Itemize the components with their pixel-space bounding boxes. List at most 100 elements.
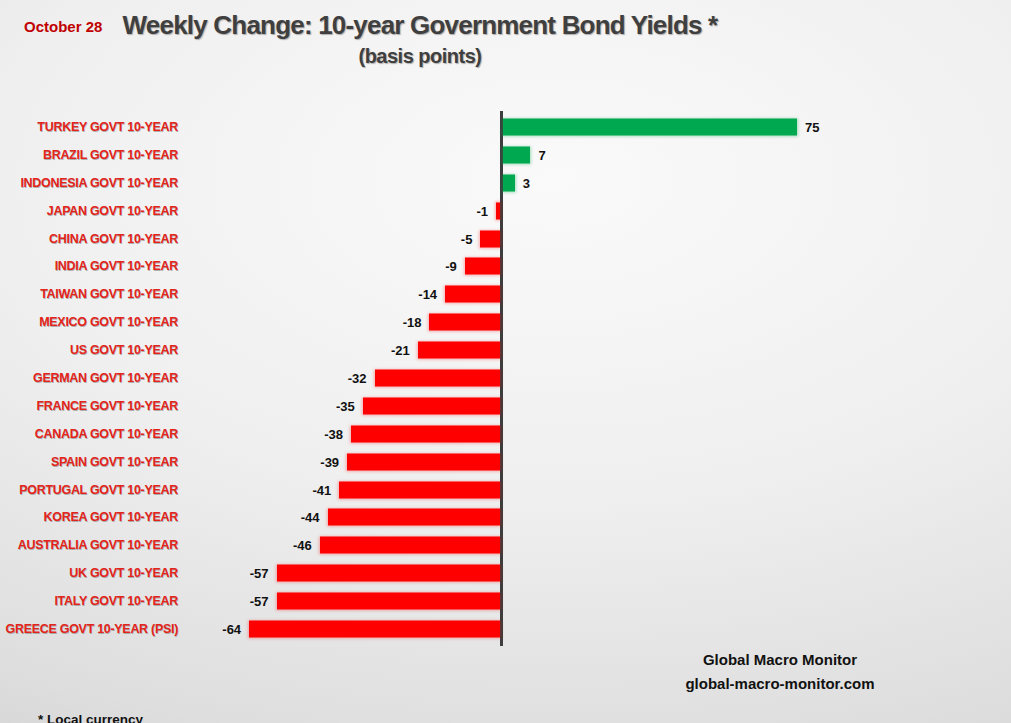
bar-area: 75 — [186, 113, 1011, 141]
negative-bar — [249, 620, 500, 637]
chart-row: GERMAN GOVT 10-YEAR -32 — [0, 364, 1011, 392]
value-label: -38 — [324, 426, 343, 441]
negative-bar — [320, 537, 500, 554]
negative-bar — [480, 230, 500, 247]
negative-bar — [496, 202, 500, 219]
chart-row: TAIWAN GOVT 10-YEAR-14 — [0, 280, 1011, 308]
bar-area: -5 — [186, 225, 1011, 253]
category-label: AUSTRALIA GOVT 10-YEAR — [0, 538, 186, 552]
category-label: INDONESIA GOVT 10-YEAR — [0, 176, 186, 190]
bar-area: -18 — [186, 308, 1011, 336]
chart-row: CHINA GOVT 10-YEAR -5 — [0, 225, 1011, 253]
value-label: -14 — [418, 287, 437, 302]
brand-url: global-macro-monitor.com — [600, 672, 960, 696]
value-label: -41 — [312, 482, 331, 497]
chart-row: KOREA GOVT 10-YEAR -44 — [0, 503, 1011, 531]
footnote-local-currency: * Local currency — [38, 708, 303, 723]
chart-row: PORTUGAL GOVT 10-YEAR -41 — [0, 476, 1011, 504]
negative-bar — [347, 453, 500, 470]
value-label: 7 — [538, 147, 545, 162]
bar-area: -14 — [186, 280, 1011, 308]
value-label: 75 — [805, 119, 819, 134]
chart-row: JAPAN GOVT 10-YEAR -1 — [0, 197, 1011, 225]
negative-bar — [465, 258, 500, 275]
category-label: FRANCE GOVT 10-YEAR — [0, 399, 186, 413]
chart-row: MEXICO GOVT 10-YEAR -18 — [0, 308, 1011, 336]
negative-bar — [351, 425, 500, 442]
chart-title: Weekly Change: 10-year Government Bond Y… — [0, 10, 840, 41]
category-label: MEXICO GOVT 10-YEAR — [0, 315, 186, 329]
category-label: ITALY GOVT 10-YEAR — [0, 594, 186, 608]
category-label: CANADA GOVT 10-YEAR — [0, 427, 186, 441]
bar-area: -57 — [186, 559, 1011, 587]
bar-area: -64 — [186, 615, 1011, 643]
chart-row: INDIA GOVT 10-YEAR -9 — [0, 252, 1011, 280]
bar-area: -21 — [186, 336, 1011, 364]
value-label: -9 — [445, 259, 457, 274]
positive-bar — [503, 174, 515, 191]
category-label: KOREA GOVT 10-YEAR — [0, 510, 186, 524]
bar-area: -9 — [186, 252, 1011, 280]
bar-area: -39 — [186, 448, 1011, 476]
bar-area: -32 — [186, 364, 1011, 392]
value-label: -1 — [477, 203, 489, 218]
category-label: JAPAN GOVT 10-YEAR — [0, 204, 186, 218]
slide-background: October 28 Weekly Change: 10-year Govern… — [0, 0, 1011, 723]
chart-row: ITALY GOVT 10-YEAR -57 — [0, 587, 1011, 615]
value-label: -39 — [320, 454, 339, 469]
bar-area: -35 — [186, 392, 1011, 420]
branding-block: Global Macro Monitor global-macro-monito… — [600, 648, 960, 696]
category-label: TURKEY GOVT 10-YEAR — [0, 120, 186, 134]
bar-area: -57 — [186, 587, 1011, 615]
negative-bar — [429, 314, 500, 331]
footnotes: * Local currency Data Source: Yahoo Fina… — [38, 660, 303, 723]
title-block: Weekly Change: 10-year Government Bond Y… — [0, 10, 840, 68]
bar-area: 3 — [186, 169, 1011, 197]
chart-row: UK GOVT 10-YEAR -57 — [0, 559, 1011, 587]
chart-row: TURKEY GOVT 10-YEAR 75 — [0, 113, 1011, 141]
value-label: -64 — [222, 621, 241, 636]
chart-row: FRANCE GOVT 10-YEAR -35 — [0, 392, 1011, 420]
negative-bar — [339, 481, 500, 498]
category-label: INDIA GOVT 10-YEAR — [0, 259, 186, 273]
category-label: SPAIN GOVT 10-YEAR — [0, 455, 186, 469]
value-label: 3 — [523, 175, 530, 190]
value-label: -57 — [250, 594, 269, 609]
chart-row: CANADA GOVT 10-YEAR -38 — [0, 420, 1011, 448]
chart-row: GREECE GOVT 10-YEAR (PSI)-64 — [0, 615, 1011, 643]
positive-bar — [503, 118, 797, 135]
negative-bar — [277, 593, 500, 610]
category-label: PORTUGAL GOVT 10-YEAR — [0, 483, 186, 497]
value-label: -5 — [461, 231, 473, 246]
category-label: US GOVT 10-YEAR — [0, 343, 186, 357]
chart-subtitle: (basis points) — [0, 45, 840, 68]
negative-bar — [363, 397, 500, 414]
chart-row: SPAIN GOVT 10-YEAR -39 — [0, 448, 1011, 476]
value-label: -35 — [336, 398, 355, 413]
category-label: BRAZIL GOVT 10-YEAR — [0, 148, 186, 162]
bar-area: -44 — [186, 503, 1011, 531]
value-label: -32 — [348, 370, 367, 385]
category-label: UK GOVT 10-YEAR — [0, 566, 186, 580]
negative-bar — [375, 369, 500, 386]
value-label: -18 — [403, 315, 422, 330]
brand-name: Global Macro Monitor — [600, 648, 960, 672]
bar-area: -38 — [186, 420, 1011, 448]
chart-row: INDONESIA GOVT 10-YEAR 3 — [0, 169, 1011, 197]
negative-bar — [418, 342, 500, 359]
negative-bar — [277, 565, 500, 582]
bar-area: -41 — [186, 476, 1011, 504]
value-label: -46 — [293, 538, 312, 553]
category-label: CHINA GOVT 10-YEAR — [0, 232, 186, 246]
chart-row: AUSTRALIA GOVT 10-YEAR -46 — [0, 531, 1011, 559]
negative-bar — [328, 509, 500, 526]
value-label: -57 — [250, 566, 269, 581]
chart-row: BRAZIL GOVT 10-YEAR 7 — [0, 141, 1011, 169]
negative-bar — [445, 286, 500, 303]
category-label: GERMAN GOVT 10-YEAR — [0, 371, 186, 385]
bar-area: -1 — [186, 197, 1011, 225]
positive-bar — [503, 146, 530, 163]
value-label: -21 — [391, 343, 410, 358]
chart-row: US GOVT 10-YEAR -21 — [0, 336, 1011, 364]
value-label: -44 — [301, 510, 320, 525]
